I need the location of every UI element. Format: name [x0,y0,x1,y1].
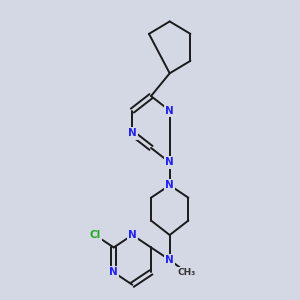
Text: N: N [165,180,174,190]
Text: N: N [165,106,174,116]
Text: N: N [128,230,137,240]
Text: N: N [128,128,137,138]
Text: CH₃: CH₃ [177,268,195,277]
Text: Cl: Cl [89,230,101,240]
Text: N: N [109,267,118,277]
Text: N: N [165,255,174,265]
Text: N: N [165,158,174,167]
